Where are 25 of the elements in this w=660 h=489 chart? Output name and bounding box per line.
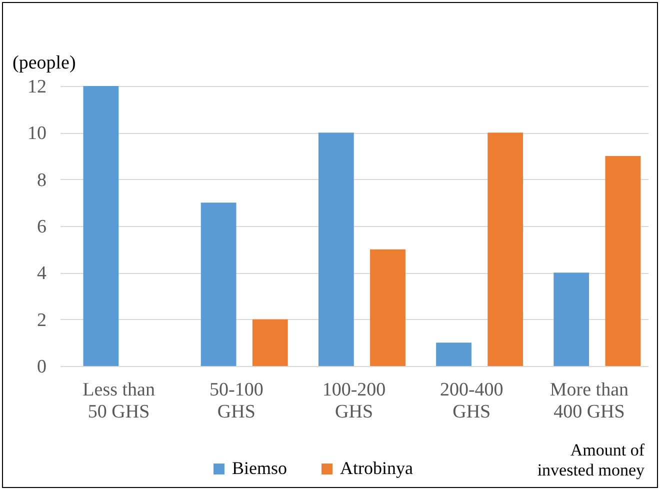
x-tick-label: Less than 50 GHS: [82, 380, 156, 422]
y-tick-label: 0: [37, 356, 46, 378]
bar: [252, 319, 288, 366]
x-tick-label: 50-100 GHS: [209, 380, 264, 422]
y-tick-label: 4: [37, 263, 47, 284]
legend-label: Atrobinya: [340, 458, 413, 478]
y-axis-title: (people): [12, 52, 76, 74]
y-tick-label: 2: [37, 310, 46, 331]
x-tick-label: More than 400 GHS: [550, 380, 630, 422]
legend-label: Biemso: [232, 458, 288, 478]
bar: [200, 202, 236, 366]
bar: [436, 342, 472, 366]
bar: [605, 156, 641, 366]
y-tick-label: 12: [28, 76, 46, 98]
y-tick-label: 6: [37, 216, 46, 238]
x-tick-label: 200-400 GHS: [440, 380, 504, 422]
x-tick-label: 100-200 GHS: [322, 380, 386, 422]
bar: [370, 249, 406, 366]
y-tick-label: 10: [28, 123, 46, 144]
x-axis-title: Amount of invested money: [537, 440, 645, 480]
bar: [554, 272, 590, 366]
bar: [488, 132, 524, 366]
bar: [318, 132, 354, 366]
y-tick-label: 8: [37, 170, 46, 191]
bar: [83, 86, 119, 366]
